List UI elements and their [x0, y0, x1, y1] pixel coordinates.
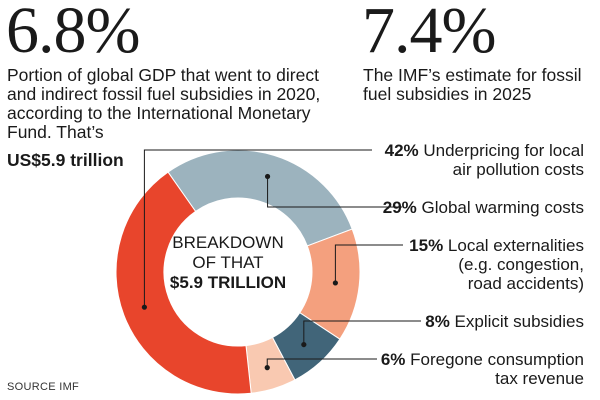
stat-2025-estimate-description: The IMF’s estimate for fossil fuel subsi… [363, 65, 582, 104]
leader-line-1 [141, 149, 372, 310]
center-label-line-1: BREAKDOWN [172, 233, 284, 252]
donut-center-label: BREAKDOWN OF THAT $5.9 TRILLION [160, 233, 296, 293]
slice-value-label: 42% [384, 141, 419, 160]
slice-label-line: 15% Local externalities [409, 236, 584, 255]
leader-line-3 [332, 244, 403, 286]
slice-label-line: tax revenue [495, 369, 584, 388]
slice-label-line: (e.g. congestion, [458, 255, 584, 274]
center-label-line-2: OF THAT [192, 253, 264, 272]
slice-label-1: 42% Underpricing for local air pollution … [385, 141, 584, 179]
source-note: SOURCE IMF [7, 381, 80, 393]
slice-label-line: air pollution costs [452, 160, 584, 179]
slice-value-label: 15% [409, 236, 444, 255]
slice-label-line: 29% Global warming costs [382, 198, 584, 217]
stat-gdp-share-value: 6.8% [6, 0, 140, 67]
slice-label-4: 8% Explicit subsidies [425, 312, 584, 331]
stat-gdp-share-description: Portion of global GDP that went to direc… [7, 65, 321, 142]
center-label-total: $5.9 TRILLION [169, 273, 287, 292]
slice-label-5: 6% Foregone consumption tax revenue [381, 350, 584, 388]
leader-line-2 [264, 173, 402, 208]
slice-2 [167, 149, 353, 247]
slice-label-2: 29% Global warming costs [383, 198, 584, 217]
slice-value-label: 29% [382, 198, 417, 217]
slice-label-line: road accidents) [467, 274, 584, 293]
leader-line-4 [301, 320, 421, 348]
slice-label-line: 6% Foregone consumption [380, 350, 584, 369]
slice-label-line: 8% Explicit subsidies [425, 312, 584, 331]
slice-value-label: 6% [380, 350, 406, 369]
stat-subsidy-amount: US$5.9 trillion [7, 150, 124, 170]
stat-2025-estimate-value: 7.4% [362, 0, 496, 67]
slice-label-line: 42% Underpricing for local [384, 141, 584, 160]
slice-1 [115, 171, 252, 395]
slice-label-3: 15% Local externalities (e.g. congestion,… [409, 236, 584, 293]
leader-line-5 [264, 358, 377, 371]
slice-value-label: 8% [425, 312, 450, 331]
